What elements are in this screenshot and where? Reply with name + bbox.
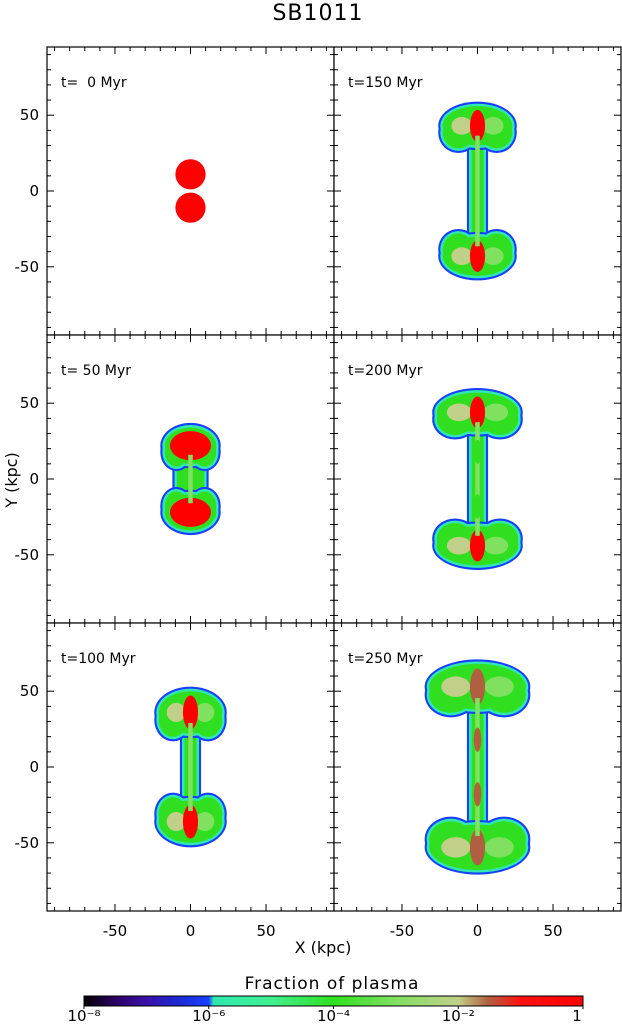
- plasma-core: [469, 396, 486, 429]
- y-tick-label: 0: [29, 470, 39, 488]
- colorbar: 10⁻⁸ 10⁻⁶ 10⁻⁴ 10⁻² 1: [67, 995, 584, 1024]
- y-tick-label: 0: [29, 758, 39, 776]
- plasma-core: [469, 240, 486, 272]
- plasma-mix: [451, 247, 473, 266]
- panel-time-label: t=100 Myr: [61, 651, 136, 667]
- x-tick-label: 0: [186, 922, 196, 940]
- panel-time-label: t=150 Myr: [348, 75, 423, 91]
- panel-ticks: [334, 623, 621, 911]
- colorbar-gradient: [83, 995, 584, 1007]
- plasma-core: [469, 829, 486, 866]
- plasma-mix: [451, 116, 473, 135]
- plasma-mix: [195, 812, 215, 832]
- x-tick-label: -50: [390, 922, 415, 940]
- plasma-jet-core: [188, 723, 193, 811]
- colorbar-tick-label: 10⁻⁸: [67, 1007, 100, 1024]
- panel-ticks: [47, 623, 334, 911]
- plasma-jet-knot: [473, 727, 482, 752]
- panel-time-label: t= 0 Myr: [61, 75, 127, 91]
- plasma-mix: [482, 247, 504, 266]
- y-tick-label: -50: [15, 546, 40, 564]
- plasma-bubble: [175, 192, 206, 223]
- y-tick-label: -50: [15, 834, 40, 852]
- plasma-core: [182, 695, 199, 730]
- x-tick-label: -50: [103, 922, 128, 940]
- panel-ticks: [334, 335, 621, 623]
- plasma-mix: [483, 403, 509, 422]
- panel-time-label: t=250 Myr: [348, 651, 423, 667]
- x-axis-label: X (kpc): [295, 938, 352, 957]
- plasma-mix: [483, 536, 509, 555]
- x-tick-label: 50: [256, 922, 275, 940]
- panel-ticks: [47, 335, 334, 623]
- panel-grid: 50 0 -50 t= 0 Myr t=150 Myr 50 0 -50 t= 50 Myr t=…: [15, 46, 622, 940]
- plasma-core: [182, 804, 199, 839]
- plasma-jet-core: [475, 135, 480, 247]
- panel-100-myr: 50 0 -50 -50 0 50 t=100 Myr: [15, 622, 335, 940]
- panel-250-myr: -50 0 50 t=250 Myr: [333, 622, 622, 940]
- y-tick-label: 0: [29, 182, 39, 200]
- plasma-mix: [166, 812, 186, 832]
- x-tick-label: 0: [473, 922, 483, 940]
- panel-background: [47, 47, 334, 335]
- colorbar-tick-label: 10⁻²: [442, 1007, 475, 1024]
- plasma-core: [469, 110, 486, 142]
- plasma-core: [169, 431, 212, 461]
- y-tick-label: 50: [20, 682, 39, 700]
- plasma-jet-knot: [473, 439, 482, 464]
- colorbar-label: Fraction of plasma: [245, 974, 420, 994]
- plasma-core: [469, 529, 486, 562]
- y-tick-label: 50: [20, 394, 39, 412]
- y-axis-label: Y (kpc): [2, 452, 21, 509]
- plasma-mix: [441, 676, 471, 697]
- y-tick-label: -50: [15, 258, 40, 276]
- figure-title: SB1011: [272, 1, 363, 26]
- plasma-jet-core: [188, 454, 193, 504]
- plasma-core: [469, 668, 486, 705]
- plasma-mix: [446, 403, 472, 422]
- panel-0-myr: 50 0 -50 t= 0 Myr: [15, 46, 335, 336]
- panel-200-myr: t=200 Myr: [333, 334, 622, 624]
- colorbar-tick-label: 10⁻⁶: [192, 1007, 225, 1024]
- panel-ticks: [47, 47, 334, 335]
- panel-time-label: t= 50 Myr: [61, 363, 131, 379]
- panel-50-myr: 50 0 -50 t= 50 Myr: [15, 334, 335, 624]
- plasma-core: [169, 497, 212, 527]
- panel-time-label: t=200 Myr: [348, 363, 423, 379]
- plasma-jet-knot: [473, 494, 482, 519]
- plasma-mix: [441, 837, 471, 858]
- plasma-mix: [195, 702, 215, 722]
- plasma-mix: [484, 837, 514, 858]
- colorbar-tick-label: 1: [572, 1007, 582, 1024]
- plasma-mix: [166, 702, 186, 722]
- y-tick-label: 50: [20, 106, 39, 124]
- x-tick-label: 50: [543, 922, 562, 940]
- panel-ticks: [334, 47, 621, 335]
- plasma-mix: [482, 116, 504, 135]
- plasma-mix: [446, 536, 472, 555]
- panel-150-myr: t=150 Myr: [333, 46, 622, 336]
- colorbar-tick-label: 10⁻⁴: [317, 1007, 350, 1024]
- plasma-jet-core: [475, 422, 480, 536]
- plasma-bubble: [175, 159, 206, 190]
- plasma-mix: [484, 676, 514, 697]
- plasma-jet-core: [475, 698, 480, 836]
- plasma-jet-knot: [473, 782, 482, 807]
